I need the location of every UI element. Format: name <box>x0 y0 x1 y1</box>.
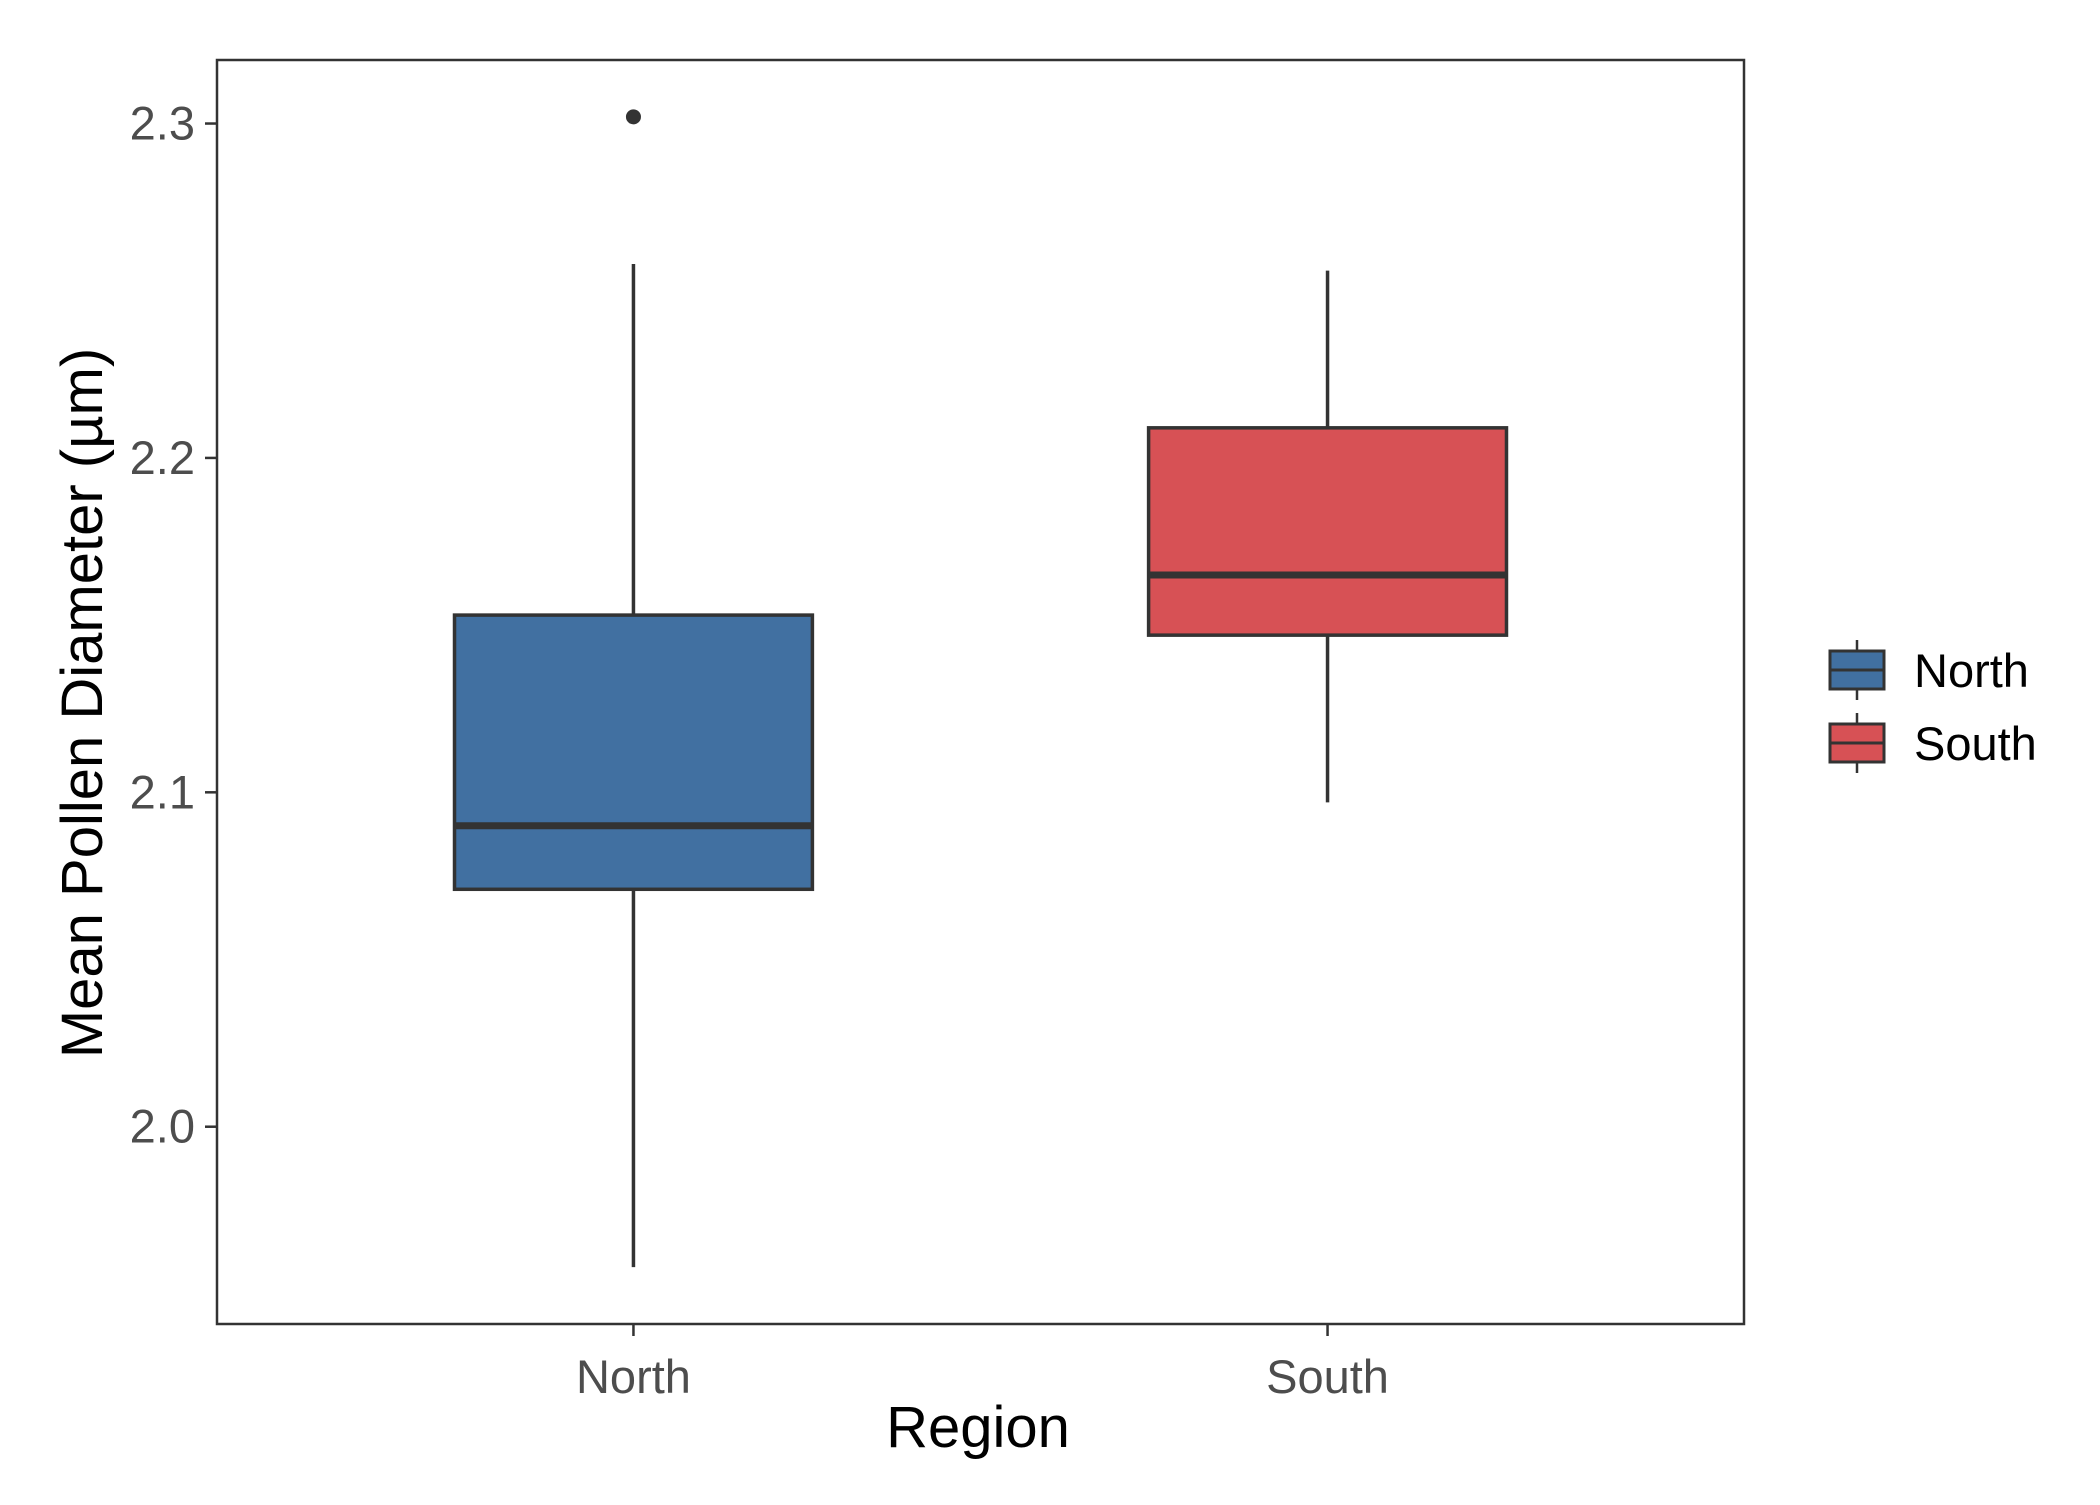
iqr-box <box>1146 426 1509 637</box>
box-north <box>452 109 815 1268</box>
iqr-box <box>452 613 815 892</box>
legend-label: South <box>1914 717 2037 770</box>
y-tick-label: 2.1 <box>130 765 195 818</box>
x-tick-label: North <box>576 1350 691 1403</box>
legend-label: North <box>1914 644 2029 697</box>
x-axis-title: Region <box>886 1395 1070 1460</box>
axes-layer: 2.0 2.1 2.2 2.3 North South <box>130 97 1389 1403</box>
box-south <box>1146 270 1509 803</box>
legend-item-south: South <box>1828 713 2037 773</box>
legend: North South <box>1828 640 2037 773</box>
x-tick-label: South <box>1266 1350 1389 1403</box>
y-tick-label: 2.2 <box>130 431 195 484</box>
y-tick-label: 2.0 <box>130 1100 195 1153</box>
y-tick-label: 2.3 <box>130 97 195 150</box>
y-axis-title: Mean Pollen Diameter (µm) <box>50 348 115 1058</box>
plot-border <box>215 58 1746 1326</box>
boxes-layer <box>452 109 1509 1268</box>
outlier-point <box>625 109 641 125</box>
legend-item-north: North <box>1828 640 2029 700</box>
plot-panel <box>215 58 1746 1326</box>
